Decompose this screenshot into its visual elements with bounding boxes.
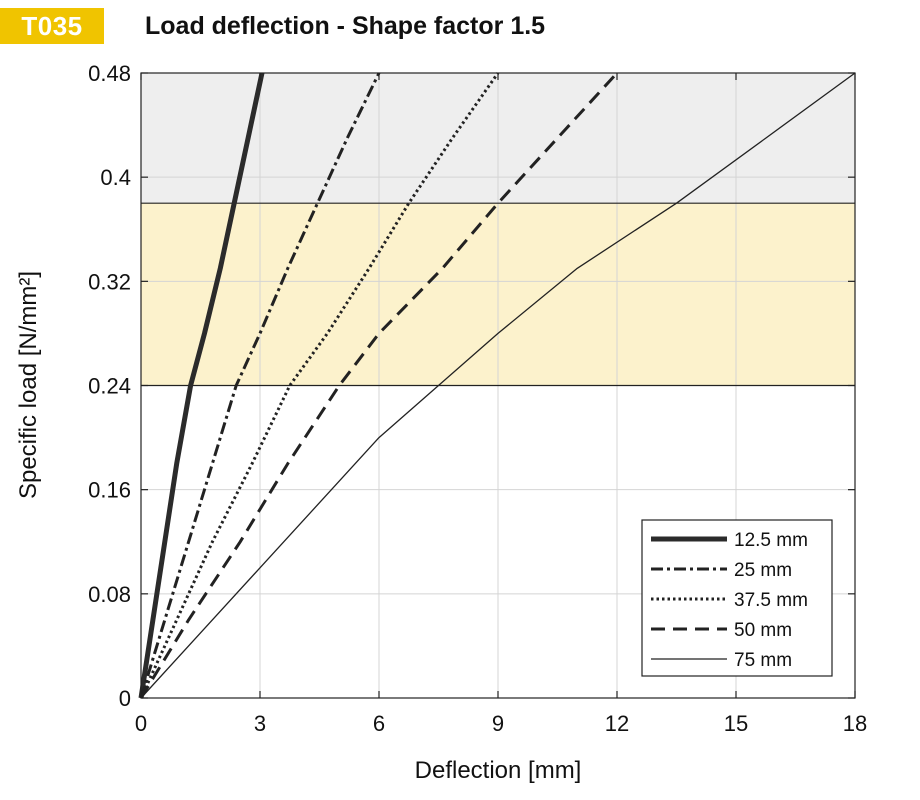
y-tick-label: 0.4: [100, 165, 131, 190]
y-tick-label: 0.24: [88, 374, 131, 399]
x-tick-label: 12: [605, 711, 629, 736]
x-tick-label: 3: [254, 711, 266, 736]
y-tick-label: 0.16: [88, 478, 131, 503]
y-tick-label: 0.08: [88, 582, 131, 607]
series-line-25-mm: [139, 72, 381, 699]
x-tick-label: 15: [724, 711, 748, 736]
x-tick-label: 6: [373, 711, 385, 736]
series-line-37-5-mm: [139, 72, 500, 699]
series-line-50-mm: [139, 71, 619, 699]
y-tick-label: 0.32: [88, 269, 131, 294]
x-tick-label: 18: [843, 711, 867, 736]
legend: 12.5 mm 25 mm 37.5 mm 50 mm 75 mm: [641, 519, 833, 677]
y-tick-label: 0.48: [88, 61, 131, 86]
x-axis-label: Deflection [mm]: [415, 757, 582, 784]
legend-label-37-5-mm: 37.5 mm: [734, 590, 808, 611]
chart-title: Load deflection - Shape factor 1.5: [145, 12, 546, 40]
legend-label-75-mm: 75 mm: [734, 650, 792, 671]
series-line-75-mm: [140, 72, 856, 699]
legend-label-12-5-mm: 12.5 mm: [734, 530, 808, 551]
y-axis-label: Specific load [N/mm²]: [15, 271, 42, 499]
y-tick-label: 0: [119, 686, 131, 711]
x-tick-label: 9: [492, 711, 504, 736]
x-tick-label: 0: [135, 711, 147, 736]
legend-label-50-mm: 50 mm: [734, 620, 792, 641]
chart-id-badge: T035: [0, 8, 104, 44]
series-line-12-5-mm: [138, 72, 265, 699]
legend-label-25-mm: 25 mm: [734, 560, 792, 581]
